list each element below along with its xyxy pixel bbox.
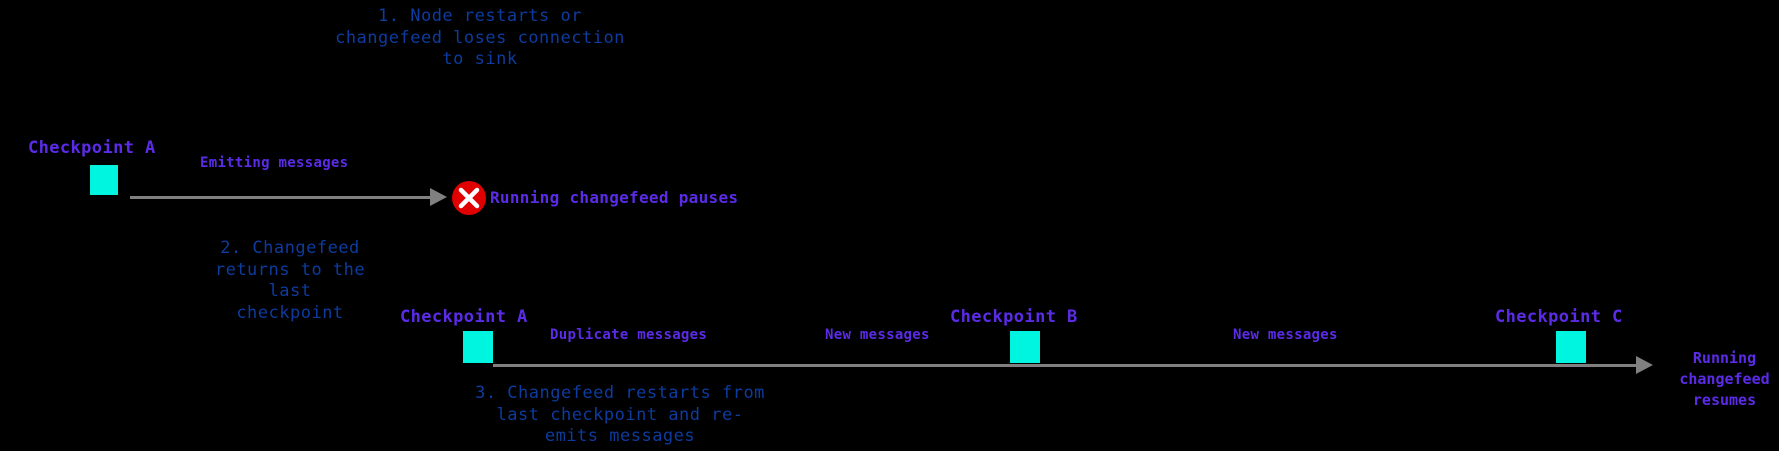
bottom-checkpoint-a-label: Checkpoint A <box>400 307 528 327</box>
new-messages-label-2: New messages <box>1233 327 1338 343</box>
bottom-timeline-arrow-head <box>1636 356 1653 374</box>
bottom-checkpoint-b-label: Checkpoint B <box>950 307 1078 327</box>
running-changefeed-pauses-label: Running changefeed pauses <box>490 188 739 207</box>
top-timeline-arrow-head <box>430 188 447 206</box>
step-2-note: 2. Changefeed returns to the last checkp… <box>214 238 366 323</box>
bottom-checkpoint-c-label: Checkpoint C <box>1495 307 1623 327</box>
bottom-timeline-arrow-line <box>493 364 1641 367</box>
top-checkpoint-a-marker <box>90 165 118 195</box>
top-emitting-messages-label: Emitting messages <box>200 155 349 171</box>
bottom-checkpoint-b-marker <box>1010 331 1040 363</box>
duplicate-messages-label: Duplicate messages <box>550 327 708 343</box>
new-messages-label-1: New messages <box>825 327 930 343</box>
error-cross-circle-icon <box>451 180 487 216</box>
running-changefeed-resumes-label: Running changefeed resumes <box>1679 349 1770 409</box>
top-checkpoint-a-label: Checkpoint A <box>28 138 156 158</box>
step-3-note: 3. Changefeed restarts from last checkpo… <box>475 383 765 446</box>
step-1-note: 1. Node restarts or changefeed loses con… <box>335 6 625 69</box>
bottom-checkpoint-c-marker <box>1556 331 1586 363</box>
bottom-checkpoint-a-marker <box>463 331 493 363</box>
top-timeline-arrow-line <box>130 196 435 199</box>
